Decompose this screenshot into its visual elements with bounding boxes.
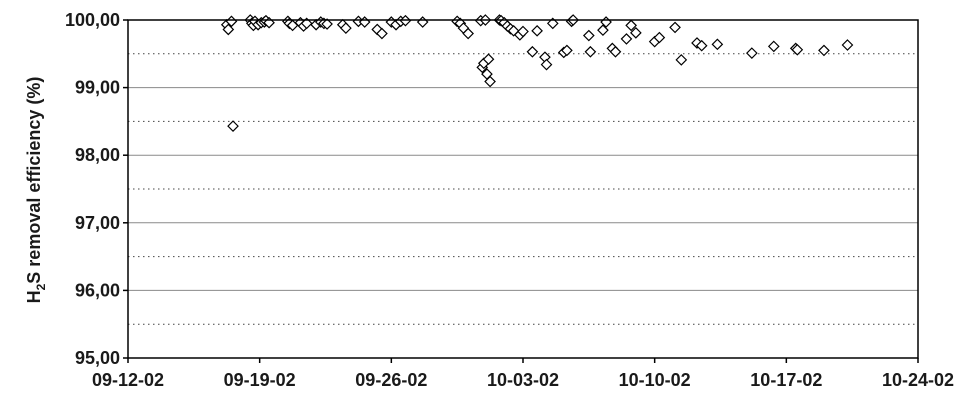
data-point-diamond xyxy=(321,18,333,30)
data-point-diamond xyxy=(597,24,609,36)
data-point-diamond xyxy=(818,44,830,57)
grid-lines xyxy=(128,53,918,325)
y-axis-label: H2S removal efficiency (%) xyxy=(24,77,48,304)
y-tick-label: 98,00 xyxy=(75,145,120,165)
data-point-diamond xyxy=(791,43,804,56)
data-point-diamond xyxy=(222,23,235,36)
y-tick-label: 99,00 xyxy=(75,78,120,98)
data-point-diamond xyxy=(561,44,573,57)
x-tick-label: 10-24-02 xyxy=(882,370,954,390)
x-tick-label: 09-26-02 xyxy=(355,370,427,390)
data-point-diamond xyxy=(526,45,539,58)
data-point-diamond xyxy=(669,21,681,34)
data-point-diamond xyxy=(584,45,597,58)
data-point-diamond xyxy=(507,24,520,37)
data-point-diamond xyxy=(841,39,854,51)
y-tick-label: 97,00 xyxy=(75,213,120,233)
data-point-diamond xyxy=(746,47,758,59)
data-point-diamond xyxy=(462,27,474,40)
data-point-diamond xyxy=(675,54,688,66)
y-axis-label-part-1: H xyxy=(24,290,44,303)
data-point-diamond xyxy=(517,25,529,38)
data-point-diamond xyxy=(531,24,543,37)
data-point-diamond xyxy=(482,53,495,66)
data-point-diamond xyxy=(376,27,388,40)
x-tick-label: 10-03-02 xyxy=(487,370,559,390)
x-tick-label: 09-12-02 xyxy=(92,370,164,390)
y-axis-label-part-2: S removal efficiency (%) xyxy=(24,77,44,284)
plot-area xyxy=(127,19,919,359)
data-point-diamond xyxy=(540,58,553,71)
x-tick-label: 10-10-02 xyxy=(619,370,691,390)
data-point-diamond xyxy=(695,39,708,52)
data-point-diamond xyxy=(620,33,633,45)
y-axis-label-subscript: 2 xyxy=(34,283,48,290)
data-point-diamond xyxy=(484,75,496,88)
data-point-diamond xyxy=(546,17,559,30)
data-point-diamond xyxy=(625,19,638,32)
data-point-diamond xyxy=(340,22,352,34)
data-point-diamond xyxy=(609,45,622,58)
y-tick-label: 95,00 xyxy=(75,348,120,368)
data-point-diamond xyxy=(300,17,313,30)
data-point-diamond xyxy=(416,16,429,28)
data-point-diamond xyxy=(630,26,642,39)
data-point-diamond xyxy=(711,38,724,51)
data-point-diamond xyxy=(227,120,239,132)
y-tick-label: 100,00 xyxy=(65,10,120,30)
x-tick-label: 09-19-02 xyxy=(224,370,296,390)
data-point-diamond xyxy=(767,40,780,53)
tick-labels: 95,00 96,00 97,00 98,00 99,00 100,00 09-12-02 0… xyxy=(65,10,954,390)
data-point-diamond xyxy=(582,29,595,42)
x-tick-label: 10-17-02 xyxy=(750,370,822,390)
data-point-diamond xyxy=(653,31,666,44)
data-points xyxy=(220,14,854,132)
y-tick-label: 96,00 xyxy=(75,280,120,300)
